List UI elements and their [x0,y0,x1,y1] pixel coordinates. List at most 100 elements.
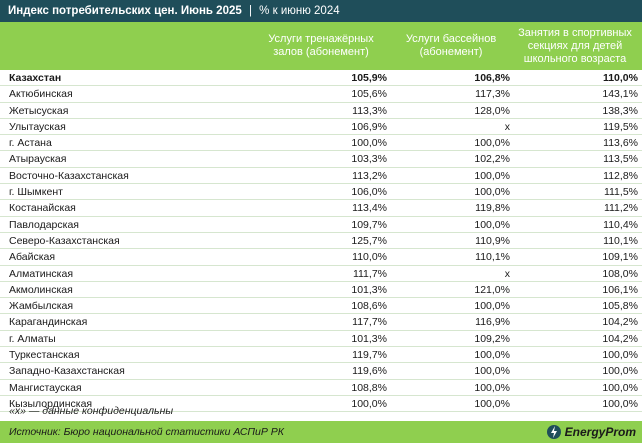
gym-value: 111,7% [352,267,387,280]
gym-value: 105,6% [351,88,387,101]
region-cell: Казахстан [9,72,62,84]
table-row: Костанайская 113,4% 119,8% 111,2% [0,200,642,217]
gym-value: 113,2% [352,169,387,182]
sports-value: 100,0% [602,397,638,410]
region-cell: г. Шымкент [9,186,63,199]
region-cell: Улытауская [9,120,66,133]
table-row: г. Шымкент 106,0% 100,0% 111,5% [0,184,642,201]
gym-value: 119,7% [352,349,387,362]
table-row: Западно-Казахстанская 119,6% 100,0% 100,0% [0,363,642,380]
region-cell: Мангистауская [9,381,82,394]
table-row: Мангистауская 108,8% 100,0% 100,0% [0,380,642,396]
region-cell: Кызылординская [9,397,93,410]
title-separator: | [248,5,252,17]
sports-value: 104,2% [602,332,638,345]
sports-value: 111,5% [603,186,638,199]
gym-value: 108,8% [351,381,387,394]
page-subtitle: % к июню 2024 [259,5,340,17]
table-row: Улытауская 106,9% x 119,5% [0,119,642,136]
table-row: Жетысуская 113,3% 128,0% 138,3% [0,103,642,119]
pool-value: 110,9% [475,234,510,247]
energyprom-logo: EnergyProm [546,423,636,441]
table-row: Атырауская 103,3% 102,2% 113,5% [0,151,642,168]
sports-value: 100,0% [602,381,638,394]
table-row: Абайская 110,0% 110,1% 109,1% [0,249,642,266]
title-bar: Индекс потребительских цен. Июнь 2025 | … [0,0,642,22]
sports-value: 109,1% [602,251,638,264]
sports-value: 108,0% [602,267,638,280]
table-row: Акмолинская 101,3% 121,0% 106,1% [0,282,642,299]
column-header-sports: Занятия в спортивных секциях для детей ш… [518,26,632,65]
pool-value: 119,8% [475,202,510,215]
region-cell: Атырауская [9,153,67,166]
table-header: Услуги тренажёрных залов (абонемент) Усл… [0,22,642,70]
region-cell: Акмолинская [9,283,73,296]
sports-value: 110,4% [603,218,638,231]
pool-value: 100,0% [474,186,510,199]
pool-value: 100,0% [474,381,510,394]
pool-value: 128,0% [474,104,510,117]
gym-value: 108,6% [351,300,387,313]
pool-value: 106,8% [474,72,510,84]
pool-value: 100,0% [474,397,510,410]
sports-value: 113,6% [603,137,638,150]
logo-text: EnergyProm [564,425,636,439]
gym-value: 100,0% [351,397,387,410]
sports-value: 105,8% [602,300,638,313]
table-row: Павлодарская 109,7% 100,0% 110,4% [0,217,642,233]
gym-value: 105,9% [351,72,387,84]
sports-value: 111,2% [603,202,638,215]
table-row: Актюбинская 105,6% 117,3% 143,1% [0,86,642,103]
gym-value: 100,0% [351,137,387,150]
sports-value: 110,1% [603,234,638,247]
region-cell: Актюбинская [9,88,73,101]
sports-value: 119,5% [603,120,638,133]
region-cell: Абайская [9,251,56,264]
sports-value: 100,0% [602,349,638,362]
table-row: Жамбылская 108,6% 100,0% 105,8% [0,298,642,315]
table-row: г. Астана 100,0% 100,0% 113,6% [0,135,642,152]
region-cell: г. Астана [9,137,52,150]
gym-value: 110,0% [352,251,387,264]
pool-value: 100,0% [474,349,510,362]
energyprom-logo-icon [546,425,561,439]
pool-value: 102,2% [474,153,510,166]
pool-value: 110,1% [475,251,510,264]
sports-value: 138,3% [602,104,638,117]
region-cell: Павлодарская [9,218,79,231]
gym-value: 101,3% [351,283,387,296]
sports-value: 110,0% [602,72,638,84]
table-body: Казахстан 105,9% 106,8% 110,0% Актюбинская 10… [0,70,642,413]
source-text: Источник: Бюро национальной статистики А… [9,426,284,438]
pool-value: 121,0% [474,283,510,296]
footer: Источник: Бюро национальной статистики А… [0,421,642,443]
pool-value: 109,2% [474,332,510,345]
region-cell: Северо-Казахстанская [9,234,120,247]
region-cell: Карагандинская [9,316,88,329]
pool-value: 116,9% [475,316,510,329]
confidential-note: «x» — данные конфиденциальны [9,405,174,417]
pool-value: 100,0% [474,137,510,150]
region-cell: г. Алматы [9,332,56,345]
page-title: Индекс потребительских цен. Июнь 2025 [8,5,242,17]
pool-value: 100,0% [474,218,510,231]
table-row: Кызылординская 100,0% 100,0% 100,0% [0,396,642,413]
pool-value: 100,0% [474,365,510,378]
region-cell: Западно-Казахстанская [9,365,125,378]
table-row: Казахстан 105,9% 106,8% 110,0% [0,70,642,87]
column-header-pool: Услуги бассейнов (абонемент) [405,33,497,58]
gym-value: 125,7% [351,234,387,247]
region-cell: Жамбылская [9,300,74,313]
gym-value: 113,3% [352,104,387,117]
table-row: Карагандинская 117,7% 116,9% 104,2% [0,314,642,331]
gym-value: 106,0% [351,186,387,199]
gym-value: 101,3% [351,332,387,345]
pool-value: x [504,267,510,280]
region-cell: Восточно-Казахстанская [9,169,129,182]
table-row: г. Алматы 101,3% 109,2% 104,2% [0,331,642,348]
sports-value: 112,8% [603,169,638,182]
gym-value: 103,3% [351,153,387,166]
column-header-gym: Услуги тренажёрных залов (абонемент) [268,33,374,58]
gym-value: 117,7% [352,316,387,329]
gym-value: 113,4% [352,202,387,215]
